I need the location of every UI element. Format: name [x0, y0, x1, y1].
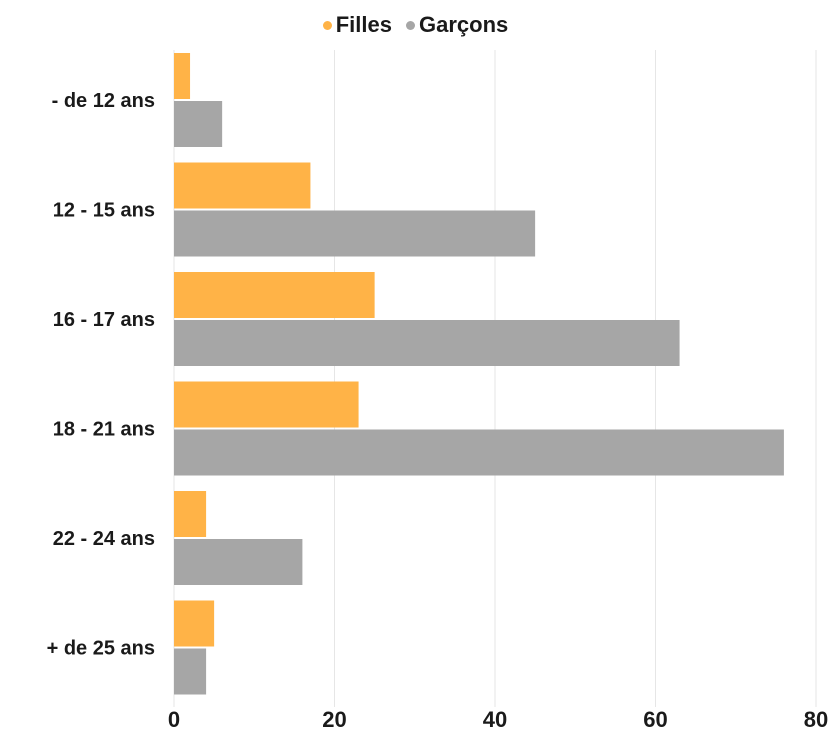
- x-tick-label: 20: [322, 707, 346, 732]
- grid-lines: [173, 50, 817, 707]
- legend-label-garcons: Garçons: [418, 12, 509, 37]
- legend-swatch-garcons: [405, 20, 415, 30]
- bar-garcons: [174, 101, 223, 147]
- category-label: 12 - 15 ans: [53, 200, 155, 222]
- bar-garcons: [174, 539, 303, 585]
- legend-label-filles: Filles: [335, 12, 392, 37]
- legend-swatch-filles: [322, 20, 332, 30]
- bar-filles: [174, 381, 359, 428]
- bar-garcons: [174, 320, 680, 366]
- legend: Filles Garçons: [0, 12, 831, 38]
- category-label: 22 - 24 ans: [53, 528, 155, 550]
- x-tick-label: 80: [804, 707, 828, 732]
- bar-garcons: [174, 210, 536, 257]
- bar-garcons: [174, 648, 207, 695]
- bar-filles: [174, 600, 215, 647]
- legend-item-garcons: Garçons: [405, 12, 509, 38]
- x-tick-label: 0: [168, 707, 180, 732]
- category-labels: - de 12 ans 12 - 15 ans 16 - 17 ans 18 - 21…: [47, 90, 155, 660]
- x-tick-labels: 0 20 40 60 80: [168, 707, 828, 732]
- category-label: - de 12 ans: [52, 90, 155, 112]
- x-tick-label: 60: [643, 707, 667, 732]
- category-label: 18 - 21 ans: [53, 419, 155, 441]
- bar-filles: [174, 491, 207, 537]
- bar-filles: [174, 53, 191, 99]
- bar-garcons: [174, 429, 784, 476]
- category-label: + de 25 ans: [47, 638, 155, 660]
- bars: [174, 53, 784, 695]
- category-label: 16 - 17 ans: [53, 309, 155, 331]
- x-tick-label: 40: [483, 707, 507, 732]
- bar-filles: [174, 272, 375, 318]
- bar-filles: [174, 162, 311, 209]
- legend-item-filles: Filles: [322, 12, 392, 38]
